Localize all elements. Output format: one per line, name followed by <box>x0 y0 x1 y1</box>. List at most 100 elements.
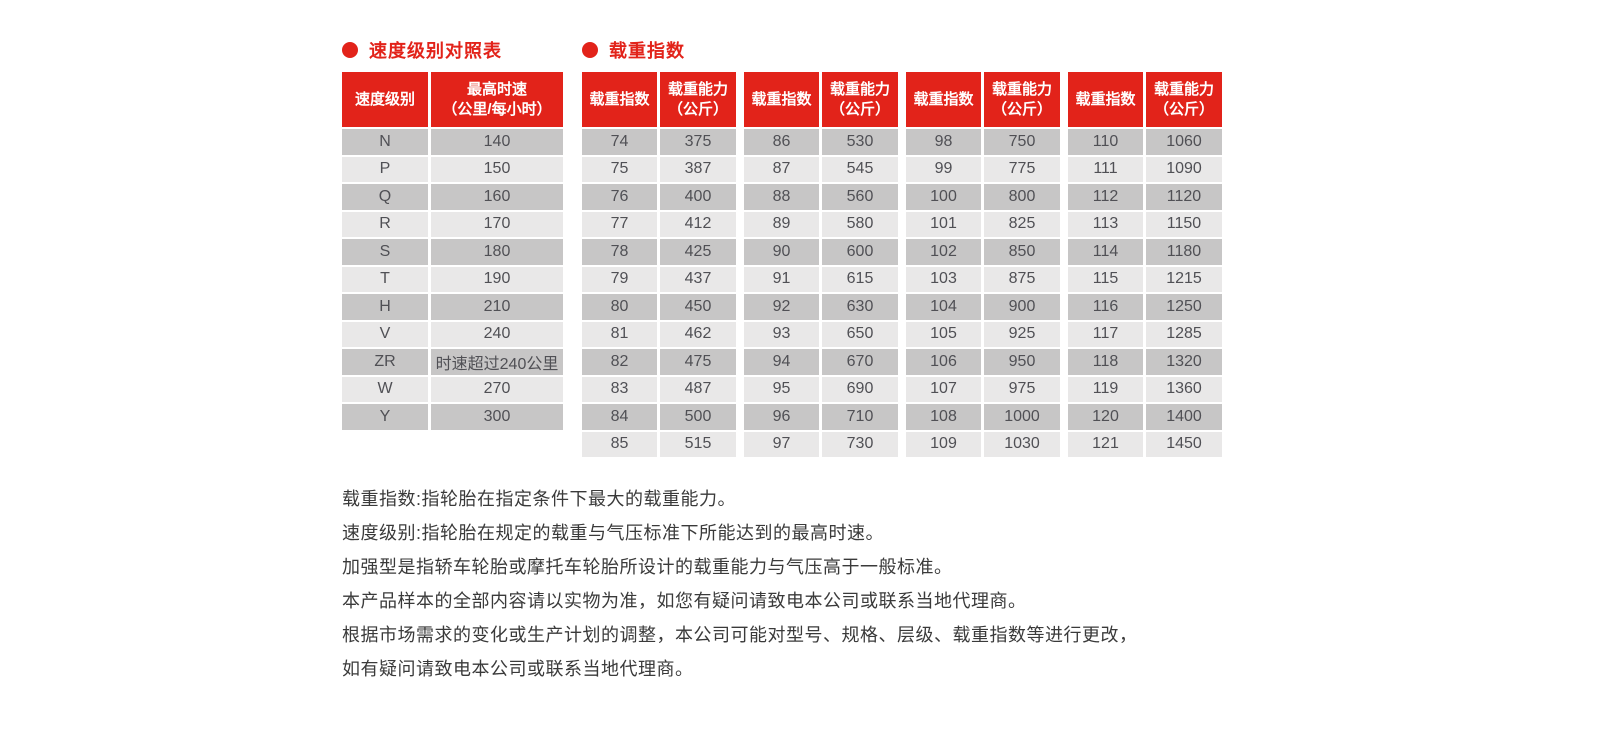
load-index-cell: 85 <box>582 431 657 457</box>
load-index-cell: 74 <box>582 129 657 155</box>
max-speed-header-line2: （公里/每小时） <box>442 100 552 118</box>
speed-rating-cell: Q <box>342 184 428 210</box>
load-capacity-cell: 400 <box>660 184 736 210</box>
load-capacity-cell: 1400 <box>1146 404 1222 430</box>
load-capacity-cell: 462 <box>660 321 736 347</box>
load-capacity-cell: 1215 <box>1146 266 1222 292</box>
load-index-cell: 115 <box>1068 266 1143 292</box>
red-dot-icon <box>582 42 598 58</box>
max-speed-cell: 150 <box>431 156 563 182</box>
speed-rating-section: 速度级别对照表 速度级别 最高时速 （公里/每小时） N 140 P 150 Q 160 R… <box>342 36 563 430</box>
load-capacity-cell: 387 <box>660 156 736 182</box>
note-line-6: 如有疑问请致电本公司或联系当地代理商。 <box>342 659 694 679</box>
load-index-cell: 113 <box>1068 211 1143 237</box>
load-index-cell: 88 <box>744 184 819 210</box>
load-index-cell: 99 <box>906 156 981 182</box>
load-capacity-cell: 710 <box>822 404 898 430</box>
load-index-cell: 83 <box>582 376 657 402</box>
speed-rating-cell: S <box>342 239 428 265</box>
load-capacity-header-line2: （公斤） <box>667 100 728 118</box>
load-table-group-1: 载重指数 载重能力 （公斤） 74 375 75 387 76 400 77 412 78 425 79 4… <box>582 72 736 457</box>
notes-block: 载重指数:指轮胎在指定条件下最大的载重能力。 速度级别:指轮胎在规定的载重与气压标… <box>342 482 1138 686</box>
speed-rating-cell: R <box>342 211 428 237</box>
load-capacity-cell: 1000 <box>984 404 1060 430</box>
load-index-cell: 111 <box>1068 156 1143 182</box>
load-capacity-cell: 900 <box>984 294 1060 320</box>
load-capacity-header-line1: 载重能力 <box>1153 81 1214 98</box>
load-capacity-cell: 487 <box>660 376 736 402</box>
load-capacity-cell: 950 <box>984 349 1060 375</box>
load-capacity-cell: 1320 <box>1146 349 1222 375</box>
load-table-group-3: 载重指数 载重能力 （公斤） 98 750 99 775 100 800 101 825 102 850… <box>906 72 1060 457</box>
load-capacity-cell: 875 <box>984 266 1060 292</box>
load-capacity-cell: 825 <box>984 211 1060 237</box>
load-capacity-cell: 412 <box>660 211 736 237</box>
load-capacity-cell: 615 <box>822 266 898 292</box>
load-index-header: 载重指数 <box>1068 72 1143 127</box>
load-index-header: 载重指数 <box>744 72 819 127</box>
load-index-cell: 101 <box>906 211 981 237</box>
load-index-cell: 81 <box>582 321 657 347</box>
load-index-cell: 92 <box>744 294 819 320</box>
load-index-cell: 77 <box>582 211 657 237</box>
load-capacity-cell: 560 <box>822 184 898 210</box>
note-line-5: 根据市场需求的变化或生产计划的调整，本公司可能对型号、规格、层级、载重指数等进行… <box>342 625 1138 645</box>
load-capacity-cell: 1060 <box>1146 129 1222 155</box>
load-capacity-header-line1: 载重能力 <box>667 81 728 98</box>
load-capacity-cell: 450 <box>660 294 736 320</box>
load-index-cell: 118 <box>1068 349 1143 375</box>
load-index-cell: 96 <box>744 404 819 430</box>
speed-rating-header: 速度级别 <box>342 72 428 127</box>
load-capacity-cell: 580 <box>822 211 898 237</box>
max-speed-cell: 160 <box>431 184 563 210</box>
load-capacity-header-line2: （公斤） <box>991 100 1052 118</box>
load-capacity-cell: 650 <box>822 321 898 347</box>
load-index-cell: 82 <box>582 349 657 375</box>
speed-table: 速度级别 最高时速 （公里/每小时） N 140 P 150 Q 160 R 170 S 180 T… <box>342 72 563 430</box>
load-index-cell: 112 <box>1068 184 1143 210</box>
load-capacity-cell: 545 <box>822 156 898 182</box>
load-index-cell: 109 <box>906 431 981 457</box>
speed-table-title: 速度级别对照表 <box>342 36 563 64</box>
load-capacity-cell: 475 <box>660 349 736 375</box>
max-speed-cell: 240 <box>431 321 563 347</box>
load-index-cell: 121 <box>1068 431 1143 457</box>
load-table-title-text: 载重指数 <box>609 41 685 61</box>
load-index-cell: 84 <box>582 404 657 430</box>
load-index-cell: 97 <box>744 431 819 457</box>
load-index-cell: 87 <box>744 156 819 182</box>
load-index-cell: 108 <box>906 404 981 430</box>
load-index-cell: 89 <box>744 211 819 237</box>
load-capacity-cell: 1180 <box>1146 239 1222 265</box>
load-capacity-cell: 1030 <box>984 431 1060 457</box>
max-speed-cell: 170 <box>431 211 563 237</box>
load-capacity-header-line2: （公斤） <box>1153 100 1214 118</box>
max-speed-cell: 270 <box>431 376 563 402</box>
speed-rating-cell: N <box>342 129 428 155</box>
speed-rating-cell: H <box>342 294 428 320</box>
load-capacity-cell: 1360 <box>1146 376 1222 402</box>
load-capacity-cell: 1285 <box>1146 321 1222 347</box>
load-index-header: 载重指数 <box>582 72 657 127</box>
speed-rating-cell: ZR <box>342 349 428 375</box>
load-capacity-header: 载重能力 （公斤） <box>660 72 736 127</box>
note-line-3: 加强型是指轿车轮胎或摩托车轮胎所设计的载重能力与气压高于一般标准。 <box>342 557 953 577</box>
load-index-cell: 104 <box>906 294 981 320</box>
load-index-cell: 100 <box>906 184 981 210</box>
load-index-cell: 86 <box>744 129 819 155</box>
load-capacity-cell: 850 <box>984 239 1060 265</box>
load-index-cell: 102 <box>906 239 981 265</box>
load-capacity-cell: 530 <box>822 129 898 155</box>
max-speed-cell: 180 <box>431 239 563 265</box>
load-table-group-4: 载重指数 载重能力 （公斤） 110 1060 111 1090 112 1120 113 1150… <box>1068 72 1222 457</box>
load-index-cell: 91 <box>744 266 819 292</box>
load-capacity-cell: 515 <box>660 431 736 457</box>
load-capacity-cell: 1090 <box>1146 156 1222 182</box>
speed-rating-cell: V <box>342 321 428 347</box>
load-capacity-cell: 600 <box>822 239 898 265</box>
note-line-2: 速度级别:指轮胎在规定的载重与气压标准下所能达到的最高时速。 <box>342 523 884 543</box>
load-capacity-cell: 1450 <box>1146 431 1222 457</box>
load-index-cell: 114 <box>1068 239 1143 265</box>
red-dot-icon <box>342 42 358 58</box>
